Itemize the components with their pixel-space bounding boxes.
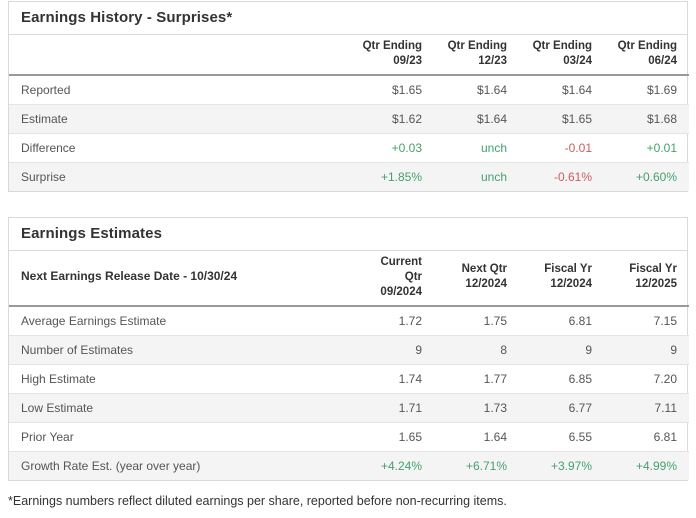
cell: 6.55 [519,421,604,452]
col-header-line1: Qtr Ending [447,40,507,52]
cell: $1.64 [434,103,519,134]
row-label: Average Earnings Estimate [21,313,167,328]
cell: 1.77 [434,363,519,394]
earnings-history-title: Earnings History - Surprises* [9,2,687,35]
cell: 7.11 [604,392,689,423]
cell: 9 [519,334,604,365]
col-header-line2: 12/2025 [635,278,677,291]
next-earnings-release-date: Next Earnings Release Date - 10/30/24 [9,250,349,307]
estimates-col-header-4: Fiscal Yr 12/2025 [604,250,689,307]
col-header-line2: 09/23 [393,54,422,67]
cell: 7.20 [604,363,689,394]
col-header-line1: Next Qtr [461,263,507,276]
col-header-line2: 06/24 [648,54,677,67]
earnings-estimates-header-row: Next Earnings Release Date - 10/30/24 Cu… [9,250,689,307]
cell: +0.60% [604,161,689,191]
cell: +1.85% [349,161,434,191]
cell: 1.65 [349,421,434,452]
row-label: Growth Rate Est. (year over year) [9,450,349,480]
history-header-empty [9,35,349,76]
table-row-difference: Difference +0.03 unch -0.01 +0.01 [9,132,689,163]
row-label: Surprise [9,161,349,191]
row-label: Estimate [9,103,349,134]
table-row-surprise: Surprise +1.85% unch -0.61% +0.60% [9,161,689,191]
earnings-footnote: *Earnings numbers reflect diluted earnin… [8,493,507,508]
row-label: High Estimate [9,363,349,394]
earnings-history-card: Earnings History - Surprises* Qtr Ending… [8,1,689,192]
col-header-line2: 09/2024 [380,285,422,298]
cell: 1.64 [434,421,519,452]
col-header-line2: 12/23 [478,54,507,67]
row-label: Prior Year [9,421,349,452]
cell: 1.74 [349,363,434,394]
cell: $1.65 [391,82,422,97]
cell: 9 [349,334,434,365]
cell: +3.97% [519,450,604,480]
col-header-line1: Qtr Ending [362,40,422,52]
table-row-average-earnings-estimate: Average Earnings Estimate 1.72 1.75 6.81… [9,306,689,336]
estimates-col-header-1: Current Qtr 09/2024 [349,250,434,307]
cell: 6.81 [568,313,592,328]
col-header-line2: 03/24 [563,54,592,67]
cell: $1.62 [349,103,434,134]
cell: $1.64 [476,82,507,97]
col-header-line1: Qtr Ending [617,40,677,52]
cell: 6.81 [604,421,689,452]
table-row-prior-year: Prior Year 1.65 1.64 6.55 6.81 [9,421,689,452]
col-header-line1: Current Qtr [380,255,422,283]
cell: $1.68 [604,103,689,134]
history-col-header-4: Qtr Ending 06/24 [604,35,689,76]
cell: -0.61% [519,161,604,191]
cell: +4.99% [604,450,689,480]
table-row-estimate: Estimate $1.62 $1.64 $1.65 $1.68 [9,103,689,134]
cell: -0.01 [519,132,604,163]
cell: unch [434,161,519,191]
earnings-estimates-title: Earnings Estimates [9,218,687,251]
estimates-col-header-2: Next Qtr 12/2024 [434,250,519,307]
cell: $1.65 [519,103,604,134]
cell: 9 [604,334,689,365]
cell: 8 [434,334,519,365]
history-col-header-2: Qtr Ending 12/23 [434,35,519,76]
table-row-reported: Reported $1.65 $1.64 $1.64 $1.69 [9,75,689,105]
history-col-header-3: Qtr Ending 03/24 [519,35,604,76]
col-header-line1: Fiscal Yr [544,263,592,276]
row-label: Difference [9,132,349,163]
cell: 1.71 [349,392,434,423]
table-row-number-of-estimates: Number of Estimates 9 8 9 9 [9,334,689,365]
row-label: Number of Estimates [9,334,349,365]
row-label: Reported [21,82,71,97]
table-row-high-estimate: High Estimate 1.74 1.77 6.85 7.20 [9,363,689,394]
col-header-line1: Fiscal Yr [629,263,677,276]
earnings-estimates-table: Next Earnings Release Date - 10/30/24 Cu… [9,250,689,480]
cell: 1.75 [483,313,507,328]
cell: +0.01 [604,132,689,163]
cell: 1.73 [434,392,519,423]
col-header-line2: 12/2024 [550,278,592,291]
estimates-col-header-3: Fiscal Yr 12/2024 [519,250,604,307]
earnings-history-header-row: Qtr Ending 09/23 Qtr Ending 12/23 Qtr En… [9,35,689,76]
cell: $1.64 [561,82,592,97]
earnings-estimates-card: Earnings Estimates Next Earnings Release… [8,216,689,481]
col-header-line2: 12/2024 [465,278,507,291]
row-label: Low Estimate [9,392,349,423]
cell: +0.03 [349,132,434,163]
cell: +6.71% [434,450,519,480]
cell: 7.15 [653,313,677,328]
cell: 6.85 [519,363,604,394]
cell: unch [434,132,519,163]
table-row-growth-rate-est: Growth Rate Est. (year over year) +4.24%… [9,450,689,480]
history-col-header-1: Qtr Ending 09/23 [349,35,434,76]
cell: 6.77 [519,392,604,423]
table-row-low-estimate: Low Estimate 1.71 1.73 6.77 7.11 [9,392,689,423]
cell: 1.72 [398,313,422,328]
cell: +4.24% [349,450,434,480]
col-header-line1: Qtr Ending [532,40,592,52]
cell: $1.69 [646,82,677,97]
earnings-history-table: Qtr Ending 09/23 Qtr Ending 12/23 Qtr En… [9,35,689,191]
